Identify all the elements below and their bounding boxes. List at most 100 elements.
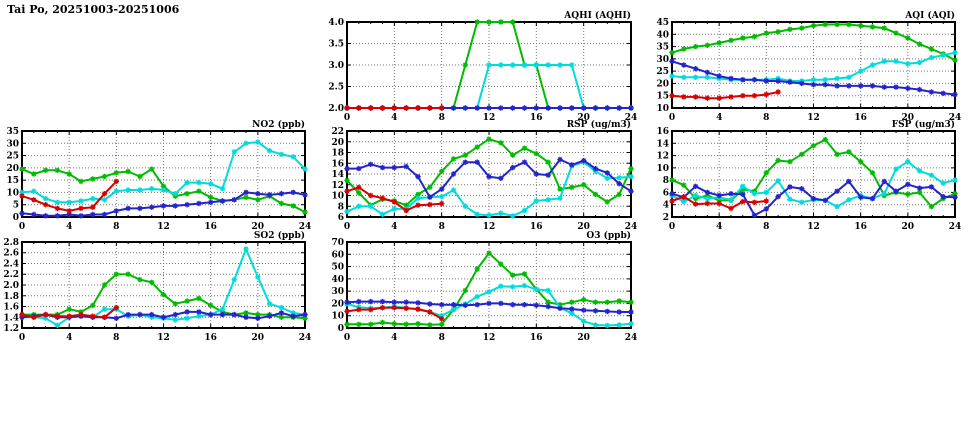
svg-text:2.8: 2.8 bbox=[3, 238, 19, 248]
svg-text:20: 20 bbox=[577, 113, 590, 123]
svg-text:4: 4 bbox=[391, 333, 397, 343]
svg-text:16: 16 bbox=[530, 222, 543, 232]
svg-text:60: 60 bbox=[331, 250, 344, 260]
svg-text:35: 35 bbox=[656, 43, 669, 53]
svg-text:12: 12 bbox=[807, 222, 820, 232]
svg-text:24: 24 bbox=[949, 113, 962, 123]
svg-text:16: 16 bbox=[530, 333, 543, 343]
svg-text:6: 6 bbox=[663, 188, 669, 198]
svg-text:4: 4 bbox=[66, 333, 72, 343]
svg-text:0: 0 bbox=[669, 113, 675, 123]
svg-text:4.0: 4.0 bbox=[328, 18, 344, 28]
chart-title-fsp: FSP (ug/m3) bbox=[891, 120, 955, 130]
svg-text:10: 10 bbox=[6, 188, 19, 198]
svg-text:20: 20 bbox=[252, 222, 265, 232]
svg-text:8: 8 bbox=[439, 113, 445, 123]
svg-text:24: 24 bbox=[299, 222, 312, 232]
chart-o3: 0 10 20 30 40 50 60 70 0 4 8 12 16 20 24 O3 (ppb) bbox=[321, 229, 643, 347]
svg-text:10: 10 bbox=[331, 312, 344, 322]
chart-title-no2: NO2 (ppb) bbox=[252, 120, 305, 130]
svg-text:2: 2 bbox=[663, 213, 669, 223]
aqhi-plot: 2.0 2.5 3.0 3.5 4.0 0 4 8 12 16 20 24 bbox=[328, 18, 638, 123]
svg-text:1.8: 1.8 bbox=[3, 292, 19, 302]
no2-plot: 0 5 10 15 20 25 30 35 0 4 8 12 16 20 24 bbox=[6, 127, 312, 232]
chart-aqhi: 2.0 2.5 3.0 3.5 4.0 0 4 8 12 16 20 24 AQHI (AQHI) bbox=[321, 9, 643, 127]
svg-text:12: 12 bbox=[157, 333, 170, 343]
svg-text:20: 20 bbox=[331, 299, 344, 309]
svg-text:2.6: 2.6 bbox=[3, 249, 19, 259]
svg-text:0: 0 bbox=[19, 333, 25, 343]
svg-text:0: 0 bbox=[344, 333, 350, 343]
svg-text:8: 8 bbox=[113, 222, 119, 232]
svg-text:50: 50 bbox=[331, 263, 344, 273]
svg-text:0: 0 bbox=[13, 213, 19, 223]
svg-text:8: 8 bbox=[763, 113, 769, 123]
svg-text:16: 16 bbox=[204, 222, 217, 232]
svg-text:2.0: 2.0 bbox=[3, 281, 19, 291]
svg-text:0: 0 bbox=[344, 222, 350, 232]
svg-text:70: 70 bbox=[331, 238, 344, 248]
svg-text:1.2: 1.2 bbox=[3, 324, 19, 334]
svg-text:30: 30 bbox=[331, 287, 344, 297]
svg-text:20: 20 bbox=[902, 113, 915, 123]
svg-text:20: 20 bbox=[577, 333, 590, 343]
svg-text:20: 20 bbox=[331, 138, 344, 148]
chart-title-so2: SO2 (ppb) bbox=[253, 231, 305, 241]
svg-text:35: 35 bbox=[6, 127, 19, 137]
svg-text:12: 12 bbox=[483, 113, 496, 123]
svg-text:2.0: 2.0 bbox=[328, 104, 344, 114]
svg-text:16: 16 bbox=[854, 222, 867, 232]
svg-text:16: 16 bbox=[656, 127, 669, 137]
svg-text:20: 20 bbox=[252, 333, 265, 343]
svg-text:24: 24 bbox=[299, 333, 312, 343]
svg-text:12: 12 bbox=[807, 113, 820, 123]
chart-no2: 0 5 10 15 20 25 30 35 0 4 8 12 16 20 24 NO2 (ppb) bbox=[0, 118, 317, 236]
page-title: Tai Po, 20251003-20251006 bbox=[7, 3, 180, 16]
svg-text:20: 20 bbox=[656, 79, 669, 89]
svg-text:0: 0 bbox=[19, 222, 25, 232]
svg-text:2.5: 2.5 bbox=[328, 83, 344, 93]
svg-text:45: 45 bbox=[656, 18, 669, 28]
svg-text:8: 8 bbox=[663, 176, 669, 186]
svg-text:1.4: 1.4 bbox=[3, 313, 19, 323]
svg-text:12: 12 bbox=[483, 333, 496, 343]
svg-text:40: 40 bbox=[331, 275, 344, 285]
svg-text:4: 4 bbox=[716, 113, 722, 123]
svg-text:16: 16 bbox=[854, 113, 867, 123]
so2-plot: 1.21.41.61.82.02.22.42.62.8 0 4 8 12 16 20 24 bbox=[3, 238, 312, 343]
chart-title-aqi: AQI (AQI) bbox=[905, 11, 955, 21]
svg-text:22: 22 bbox=[331, 127, 344, 137]
svg-text:14: 14 bbox=[331, 170, 344, 180]
chart-aqi: 10 15 20 25 30 35 40 45 0 4 8 12 16 20 24 AQI (AQI) bbox=[646, 9, 967, 127]
svg-text:24: 24 bbox=[625, 113, 638, 123]
svg-text:0: 0 bbox=[669, 222, 675, 232]
chart-title-o3: O3 (ppb) bbox=[586, 231, 631, 241]
svg-text:20: 20 bbox=[6, 164, 19, 174]
svg-text:4: 4 bbox=[391, 222, 397, 232]
svg-text:30: 30 bbox=[6, 139, 19, 149]
svg-text:25: 25 bbox=[656, 67, 669, 77]
svg-text:10: 10 bbox=[331, 192, 344, 202]
svg-text:16: 16 bbox=[204, 333, 217, 343]
svg-text:8: 8 bbox=[338, 202, 344, 212]
svg-text:2.2: 2.2 bbox=[3, 270, 19, 280]
svg-text:4: 4 bbox=[66, 222, 72, 232]
chart-rsp: 6 8 10 12 14 16 18 20 22 0 4 8 12 16 20 24 RSP (ug/m3) bbox=[321, 118, 643, 236]
svg-text:24: 24 bbox=[949, 222, 962, 232]
aqi-plot: 10 15 20 25 30 35 40 45 0 4 8 12 16 20 24 bbox=[656, 18, 962, 123]
svg-text:15: 15 bbox=[6, 176, 19, 186]
svg-text:12: 12 bbox=[157, 222, 170, 232]
svg-text:25: 25 bbox=[6, 152, 19, 162]
svg-text:30: 30 bbox=[656, 55, 669, 65]
svg-text:8: 8 bbox=[763, 222, 769, 232]
svg-text:4: 4 bbox=[663, 201, 669, 211]
svg-text:10: 10 bbox=[656, 164, 669, 174]
svg-text:5: 5 bbox=[13, 201, 19, 211]
chart-title-aqhi: AQHI (AQHI) bbox=[564, 11, 631, 21]
chart-title-rsp: RSP (ug/m3) bbox=[566, 120, 631, 130]
svg-text:3.5: 3.5 bbox=[328, 40, 344, 50]
svg-text:15: 15 bbox=[656, 92, 669, 102]
